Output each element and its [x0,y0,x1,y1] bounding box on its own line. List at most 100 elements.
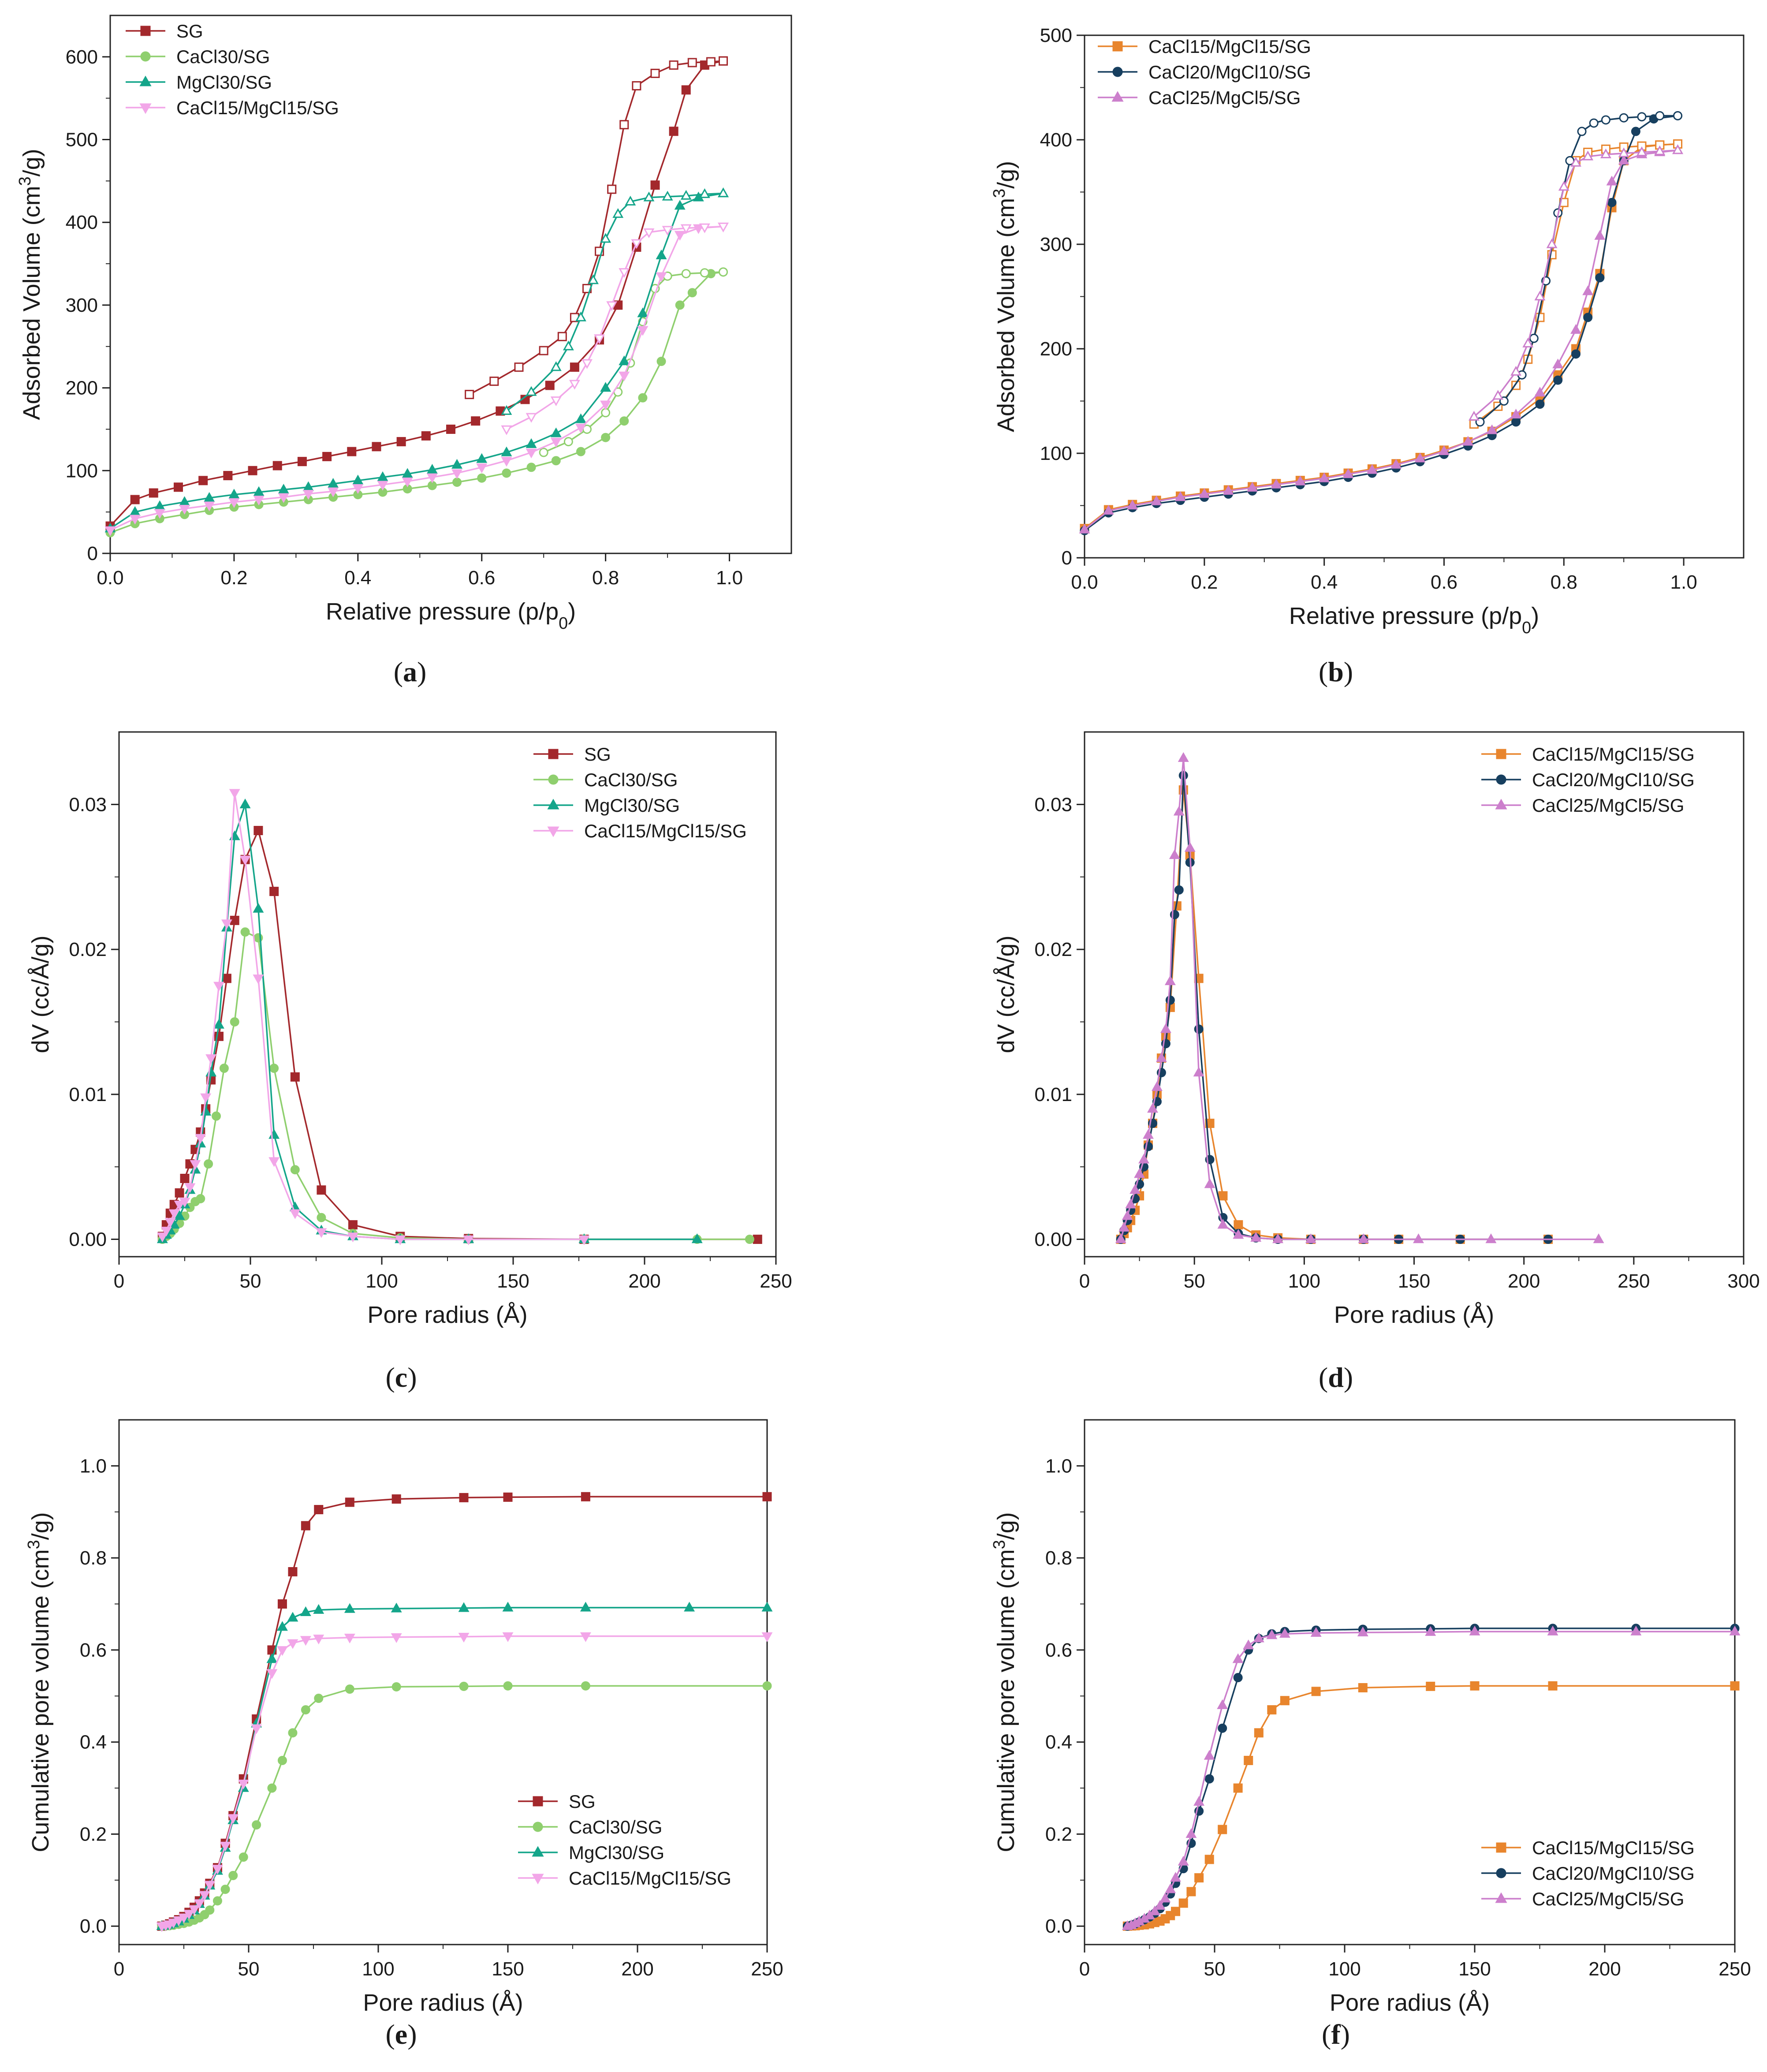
data-point [222,974,231,983]
y-tick-label: 0.4 [80,1732,107,1753]
data-point [1185,1828,1197,1838]
series-cacl20-mgcl10-sg [1116,771,1553,1244]
adsorption-point [272,461,282,470]
x-tick-label: 0.2 [220,567,247,589]
data-point [194,1899,205,1909]
adsorption-point [104,526,116,536]
data-point [289,1209,301,1219]
data-point [391,1633,402,1643]
adsorption-point [1571,349,1581,359]
data-point [228,1870,238,1880]
series-cacl15-mgcl15-sg [156,1632,773,1932]
data-point [220,1885,230,1894]
data-point [1280,1696,1290,1706]
adsorption-point [322,452,332,461]
adsorption-point [1535,399,1545,409]
x-tick-label: 200 [1588,1958,1621,1980]
adsorption-point [129,515,141,525]
y-tick-label: 0.8 [80,1547,107,1569]
legend-marker [140,26,151,36]
data-point [1149,1905,1160,1915]
data-point [1204,1178,1215,1188]
adsorption-point [674,200,686,210]
data-point [277,1755,287,1765]
y-axis-label: Cumulative pore volume (cm3/g) [25,1512,54,1852]
legend-marker [139,103,152,114]
x-tick-label: 1.0 [1670,571,1697,593]
x-tick-label: 0.8 [592,567,619,589]
adsorption-point [502,468,511,478]
data-line [1120,775,1548,1240]
adsorption-point [669,127,678,136]
desorption-point [1600,148,1611,158]
data-point [581,1681,590,1691]
data-point [189,1905,200,1915]
adsorption-point [476,453,488,463]
y-axis-label: Cumulative pore volume (cm3/g) [990,1512,1019,1852]
adsorption-point [545,381,555,390]
adsorption-point [575,413,586,423]
desorption-point [700,268,709,278]
adsorption-point [650,180,660,190]
data-point [1730,1681,1740,1691]
desorption-point [687,58,697,67]
desorption-point [606,301,618,311]
series-cacl15-mgcl15-sg [157,789,590,1245]
data-point [753,1235,762,1244]
desorption-point [526,413,537,423]
adsorption-point [402,478,413,488]
data-point [1279,1628,1290,1638]
adsorption-point [1486,424,1498,434]
desorption-point [719,56,728,66]
desorption-point [582,359,593,369]
desorption-point [706,57,716,67]
y-tick-label: 100 [66,460,98,482]
data-point [1143,1129,1154,1139]
desorption-line [469,60,723,396]
legend-marker [1112,67,1123,77]
adsorption-point [149,488,158,498]
data-point [1485,1233,1497,1243]
data-point [1184,842,1196,852]
legend: SG CaCl30/SG MgCl30/SG CaCl15/MgCl15/SG [126,21,339,118]
x-tick-label: 250 [751,1958,783,1980]
desorption-point [650,68,660,78]
data-point [252,1820,261,1830]
desorption-point [563,340,574,351]
data-point [391,1602,402,1613]
adsorption-point [576,447,585,456]
adsorption-point [154,509,165,519]
data-point [1134,1168,1145,1178]
x-tick-label: 0.8 [1551,571,1577,593]
adsorption-point [570,362,579,372]
data-point [1413,1233,1424,1243]
y-tick-label: 400 [1040,129,1072,151]
data-point [174,1210,185,1220]
x-tick-label: 0.6 [468,567,495,589]
data-point [205,1067,217,1077]
data-point [300,1606,311,1617]
desorption-point [1601,115,1610,125]
data-point [1593,1233,1604,1243]
legend-label: CaCl20/MgCl10/SG [1532,769,1695,790]
chart-d: 0 50 100 150 200 250 300 0.00 0.01 0.02 0.03 Pore r… [993,731,1760,1393]
adsorption-line [109,60,723,527]
x-tick-label: 50 [238,1958,260,1980]
adsorption-point [377,481,388,491]
desorption-point [662,190,673,201]
adsorption-point [204,501,215,511]
data-point [1253,1632,1264,1643]
y-tick-label: 0.01 [1034,1084,1072,1105]
desorption-point [1510,366,1522,376]
legend-marker [533,1822,543,1832]
data-point [1233,1673,1243,1683]
legend-label: SG [584,744,611,765]
desorption-point [550,361,562,371]
desorption-line [506,225,723,430]
adsorption-point [1594,230,1606,240]
desorption-point [1637,112,1647,122]
x-tick-label: 0 [1079,1270,1090,1292]
data-point [1233,1229,1244,1239]
data-point [180,1173,190,1183]
adsorption-point [600,400,611,411]
